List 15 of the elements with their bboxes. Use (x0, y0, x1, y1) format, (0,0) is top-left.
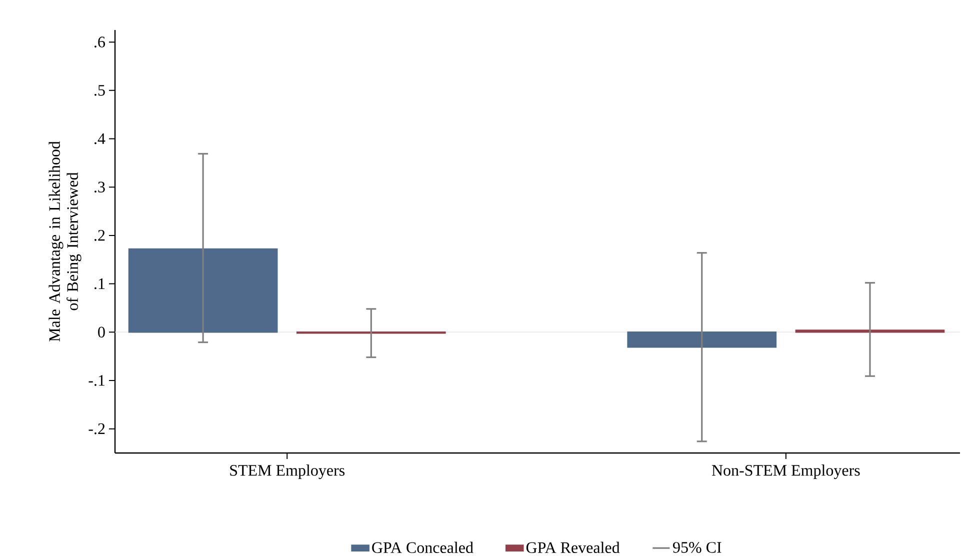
y-tick-label: -.2 (88, 423, 105, 434)
x-tick-label: Non-STEM Employers (712, 464, 860, 479)
y-tick-label: .3 (94, 182, 105, 192)
y-tick-label: .1 (94, 278, 105, 289)
y-tick-label: .4 (94, 133, 106, 144)
legend-label: GPA Concealed (372, 542, 474, 553)
x-tick-label: STEM Employers (230, 464, 345, 479)
text: 95% CI (673, 542, 722, 553)
y-tick-label: 0 (98, 326, 105, 338)
y-tick-label: -.1 (88, 374, 105, 386)
legend-label: GPA Revealed (526, 542, 620, 553)
y-tick-label: .5 (94, 84, 105, 96)
y-tick-label: .6 (94, 36, 105, 48)
y-axis-title: Male Advantage in Likelihood of Being Interviewed (48, 141, 82, 342)
y-tick-label: .2 (94, 230, 105, 241)
